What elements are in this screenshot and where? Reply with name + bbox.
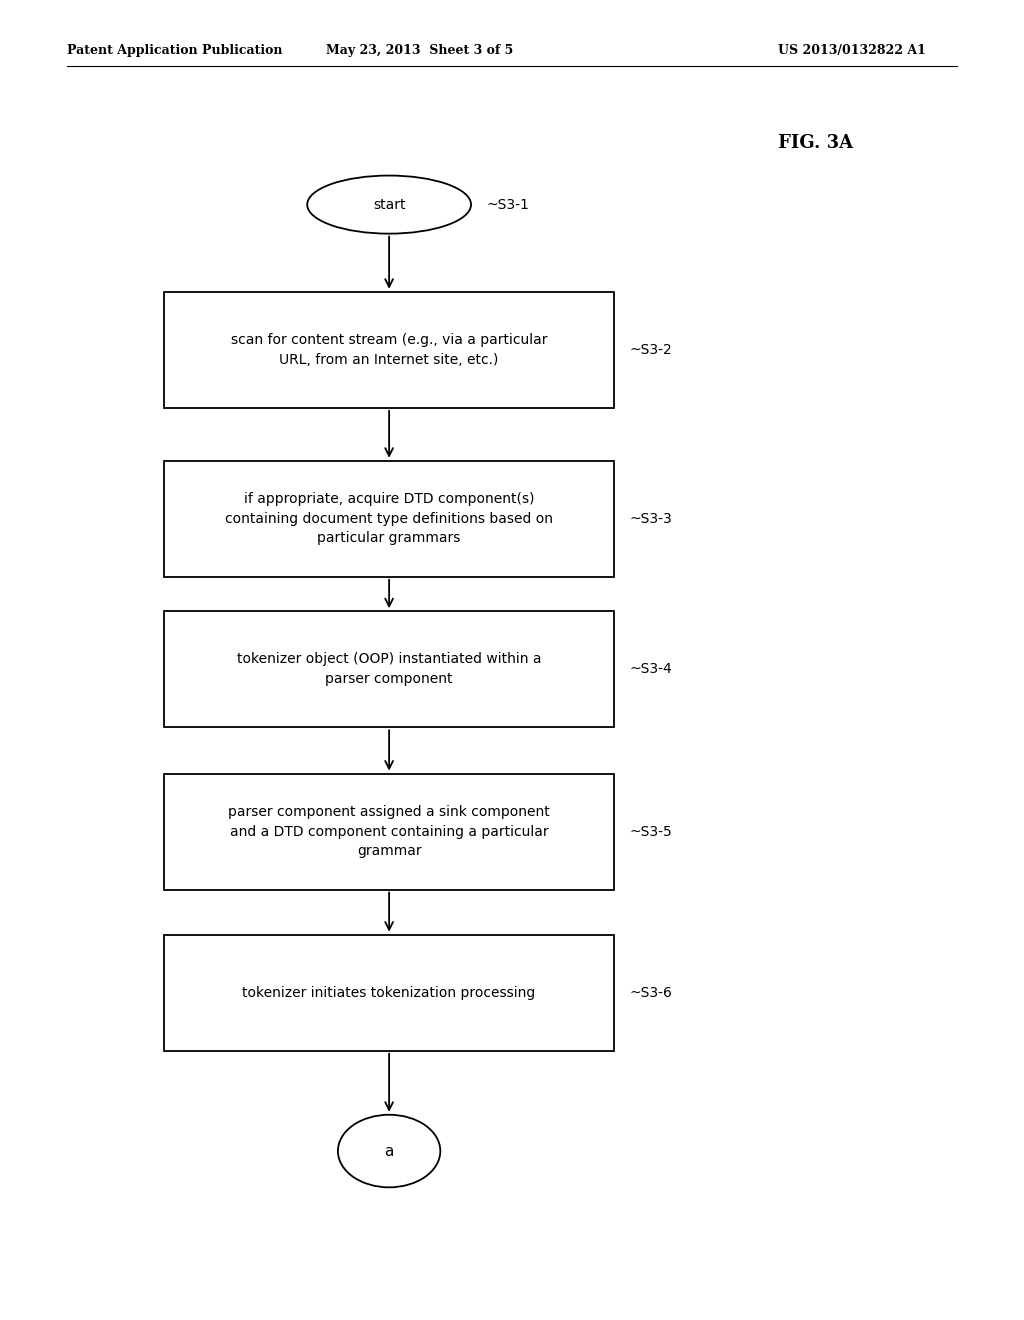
Ellipse shape bbox=[338, 1114, 440, 1188]
Text: ~S3-2: ~S3-2 bbox=[630, 343, 673, 356]
FancyBboxPatch shape bbox=[164, 292, 614, 408]
Text: ~S3-5: ~S3-5 bbox=[630, 825, 673, 838]
Text: May 23, 2013  Sheet 3 of 5: May 23, 2013 Sheet 3 of 5 bbox=[327, 44, 513, 57]
Text: parser component assigned a sink component
and a DTD component containing a part: parser component assigned a sink compone… bbox=[228, 805, 550, 858]
Text: if appropriate, acquire DTD component(s)
containing document type definitions ba: if appropriate, acquire DTD component(s)… bbox=[225, 492, 553, 545]
FancyBboxPatch shape bbox=[164, 611, 614, 727]
Text: FIG. 3A: FIG. 3A bbox=[778, 133, 853, 152]
Ellipse shape bbox=[307, 176, 471, 234]
FancyBboxPatch shape bbox=[164, 774, 614, 890]
Text: ~S3-1: ~S3-1 bbox=[486, 198, 529, 211]
Text: tokenizer initiates tokenization processing: tokenizer initiates tokenization process… bbox=[243, 986, 536, 999]
Text: US 2013/0132822 A1: US 2013/0132822 A1 bbox=[778, 44, 926, 57]
Text: ~S3-3: ~S3-3 bbox=[630, 512, 673, 525]
Text: tokenizer object (OOP) instantiated within a
parser component: tokenizer object (OOP) instantiated with… bbox=[237, 652, 542, 686]
Text: a: a bbox=[384, 1143, 394, 1159]
Text: ~S3-4: ~S3-4 bbox=[630, 663, 673, 676]
Text: start: start bbox=[373, 198, 406, 211]
FancyBboxPatch shape bbox=[164, 461, 614, 577]
Text: ~S3-6: ~S3-6 bbox=[630, 986, 673, 999]
FancyBboxPatch shape bbox=[164, 935, 614, 1051]
Text: scan for content stream (e.g., via a particular
URL, from an Internet site, etc.: scan for content stream (e.g., via a par… bbox=[230, 333, 548, 367]
Text: Patent Application Publication: Patent Application Publication bbox=[67, 44, 282, 57]
